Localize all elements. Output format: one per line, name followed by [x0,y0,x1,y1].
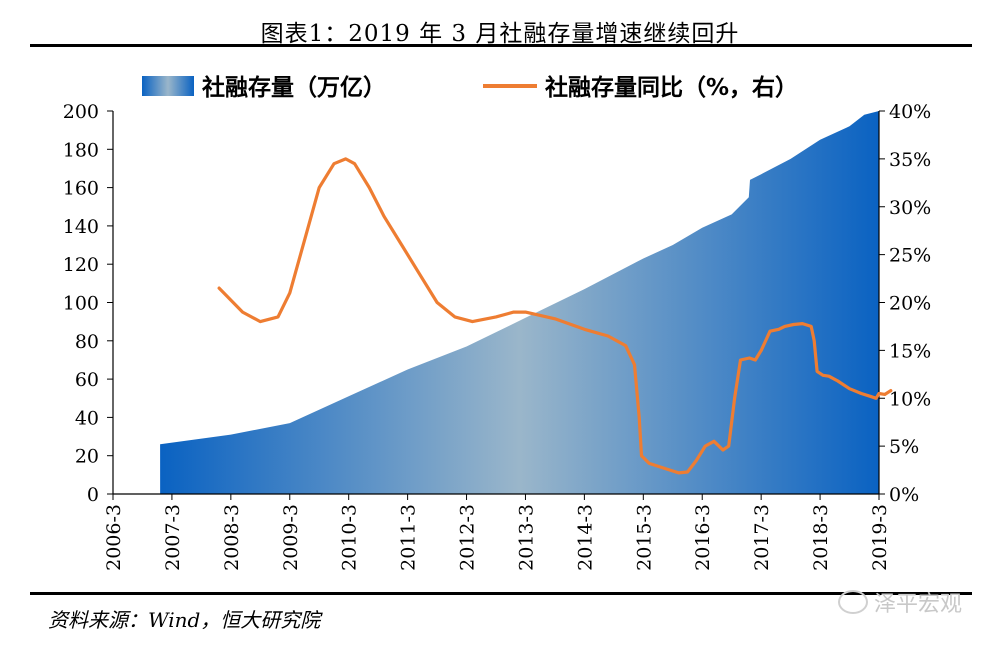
y-left-tick-label: 20 [75,446,99,468]
y-left-tick-label: 60 [75,369,99,391]
y-left-tick-label: 100 [63,293,99,315]
y-right-tick-label: 25% [889,245,931,267]
y-right-tick-label: 5% [889,436,919,458]
y-left-tick-label: 0 [87,484,99,506]
x-tick-label: 2011-3 [398,504,420,571]
y-right-tick-label: 40% [889,101,931,123]
x-tick-label: 2016-3 [692,504,714,571]
y-right-tick-label: 35% [889,149,931,171]
x-tick-label: 2010-3 [339,504,361,571]
y-right-tick-label: 15% [889,340,931,362]
y-left-tick-label: 80 [75,331,99,353]
watermark-text: 泽平宏观 [874,592,963,617]
x-tick-label: 2019-3 [869,504,891,571]
chart-title: 图表1：2019 年 3 月社融存量增速继续回升 [260,21,740,47]
watermark: 泽平宏观 [838,586,962,618]
title-rule [30,44,972,47]
series-area-stock [160,111,880,494]
y-left-tick-label: 160 [63,178,99,200]
x-tick-label: 2008-3 [221,504,243,571]
y-right-tick-label: 0% [889,484,919,506]
y-right-tick-label: 10% [889,388,931,410]
legend-label-line: 社融存量同比（%，右） [545,74,798,101]
x-tick-label: 2006-3 [103,504,125,571]
y-left-tick-label: 180 [63,139,99,161]
x-tick-label: 2018-3 [810,504,832,571]
legend: 社融存量（万亿） 社融存量同比（%，右） [142,74,798,101]
y-left-tick-label: 120 [63,254,99,276]
y-left-tick-label: 200 [63,101,99,123]
y-right-tick-label: 20% [889,293,931,315]
y-right-tick-label: 30% [889,197,931,219]
x-tick-label: 2014-3 [574,504,596,571]
x-tick-label: 2017-3 [751,504,773,571]
series-line-yoy [217,157,893,475]
x-tick-label: 2007-3 [162,504,184,571]
x-tick-label: 2012-3 [457,504,479,571]
wechat-icon [838,590,868,614]
x-tick-label: 2009-3 [280,504,302,571]
footer-rule [30,592,972,595]
x-tick-label: 2015-3 [633,504,655,571]
legend-swatch-area [142,76,194,96]
y-left-tick-label: 40 [75,407,99,429]
x-tick-label: 2013-3 [515,504,537,571]
source-note: 资料来源：Wind，恒大研究院 [48,608,321,632]
y-left-tick-label: 140 [63,216,99,238]
legend-label-area: 社融存量（万亿） [202,74,386,101]
